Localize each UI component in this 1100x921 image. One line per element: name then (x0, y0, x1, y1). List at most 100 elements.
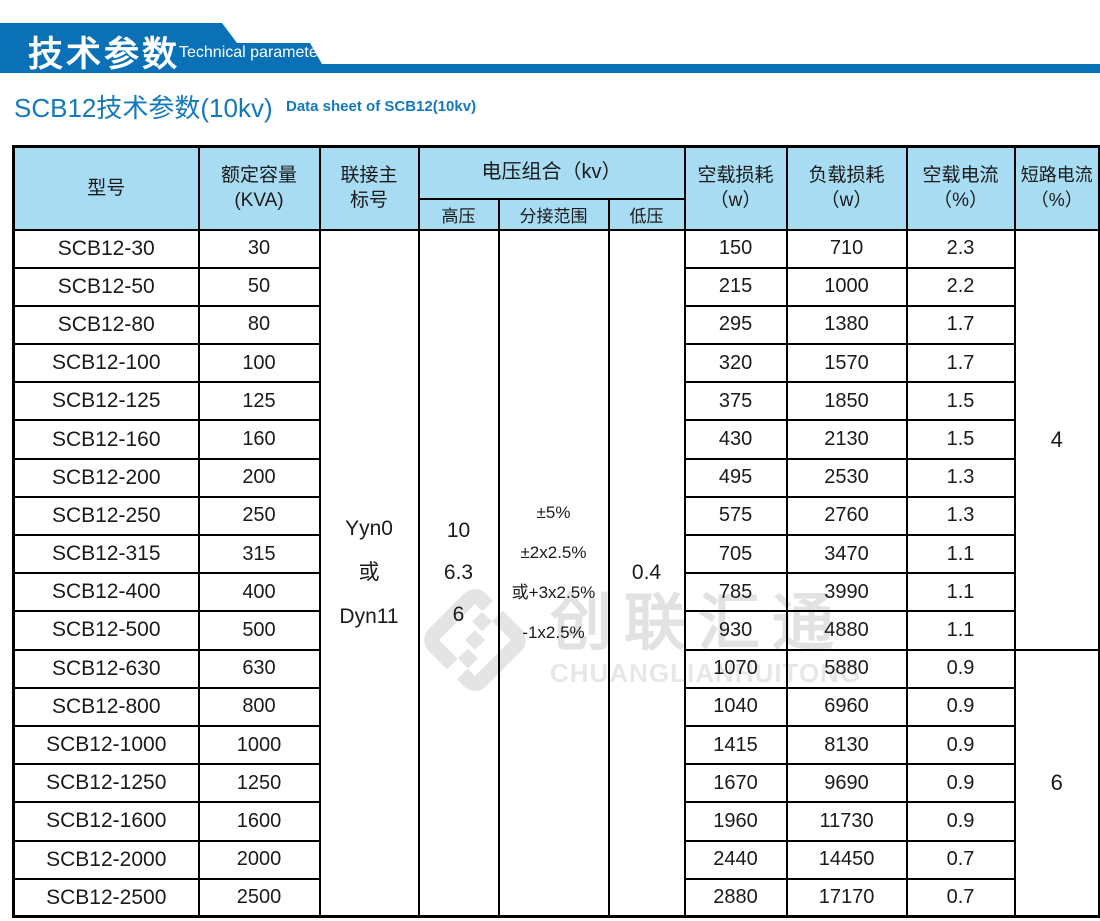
cell-load-loss: 14450 (785, 839, 908, 880)
cell-no-load-loss: 785 (683, 572, 788, 613)
cell-model: SCB12-400 (12, 572, 200, 613)
cell-model: SCB12-250 (12, 495, 200, 537)
header-short-circuit-current: 短路电流 （%） (1013, 145, 1100, 231)
cell-no-load-current: 1.1 (905, 533, 1016, 575)
cell-no-load-loss: 575 (683, 495, 788, 537)
cell-model: SCB12-80 (12, 304, 200, 346)
banner-title: 技术参数 (28, 35, 181, 74)
cell-no-load-loss: 1670 (683, 763, 788, 804)
table-row: SCB12-1000 1000 1415 8130 0.9 (12, 724, 1100, 766)
cell-lv: 0.4 (607, 228, 686, 918)
spec-table-body: SCB12-30 30 Yyn0 或 Dyn11 10 6.3 6 ±5% ±2x2.5% 或+3x… (12, 228, 1100, 918)
header-no-load-loss: 空载损耗 （w） (683, 145, 788, 231)
cell-no-load-loss: 215 (683, 266, 788, 307)
header-model: 型号 (12, 145, 200, 231)
cell-no-load-current: 1.3 (905, 457, 1016, 498)
header-tap-range: 分接范围 (497, 197, 610, 231)
table-row: SCB12-200 200 495 2530 1.3 (12, 457, 1100, 498)
cell-no-load-current: 0.9 (905, 801, 1016, 842)
table-row: SCB12-30 30 Yyn0 或 Dyn11 10 6.3 6 ±5% ±2x2.5% 或+3x… (12, 228, 1100, 918)
cell-model: SCB12-1250 (12, 763, 200, 804)
table-row: SCB12-1250 1250 1670 9690 0.9 (12, 763, 1100, 804)
table-row: SCB12-800 800 1040 6960 0.9 (12, 686, 1100, 727)
table-row: SCB12-125 125 375 1850 1.5 (12, 381, 1100, 422)
cell-no-load-current: 1.1 (905, 610, 1016, 651)
cell-model: SCB12-160 (12, 419, 200, 460)
cell-kva: 1250 (197, 763, 321, 804)
table-row: SCB12-500 500 930 4880 1.1 (12, 610, 1100, 651)
cell-kva: 2500 (197, 877, 321, 918)
header-no-load-current: 空载电流 （%） (905, 145, 1016, 231)
banner-subtitle: Technical parameter (179, 44, 324, 61)
cell-model: SCB12-1000 (12, 724, 200, 766)
table-row: SCB12-1600 1600 1960 11730 0.9 (12, 801, 1100, 842)
cell-no-load-current: 1.3 (905, 495, 1016, 537)
table-row: SCB12-160 160 430 2130 1.5 (12, 419, 1100, 460)
cell-no-load-loss: 295 (683, 304, 788, 346)
spec-table: 型号 额定容量 (KVA) 联接主 标号 电压组合（kv） 空载损耗 (12, 145, 1100, 919)
spec-table-wrap: 型号 额定容量 (KVA) 联接主 标号 电压组合（kv） 空载损耗 (12, 145, 1100, 919)
table-row: SCB12-315 315 705 3470 1.1 (12, 533, 1100, 575)
cell-model: SCB12-100 (12, 343, 200, 384)
cell-short-circuit-current: 6 (1013, 648, 1100, 918)
cell-model: SCB12-1600 (12, 801, 200, 842)
cell-load-loss: 8130 (785, 724, 908, 766)
cell-vector-group-line: 或 (358, 560, 380, 584)
cell-load-loss: 1570 (785, 343, 908, 384)
cell-kva: 50 (197, 266, 321, 307)
cell-kva: 100 (197, 343, 321, 384)
cell-kva: 315 (197, 533, 321, 575)
cell-model: SCB12-2000 (12, 839, 200, 880)
cell-no-load-loss: 495 (683, 457, 788, 498)
cell-kva: 125 (197, 381, 321, 422)
cell-no-load-current: 0.7 (905, 839, 1016, 880)
cell-tap-range: ±5% ±2x2.5% 或+3x2.5% -1x2.5% (497, 228, 610, 918)
cell-load-loss: 2760 (785, 495, 908, 537)
cell-no-load-current: 2.3 (905, 228, 1016, 269)
cell-load-loss: 3990 (785, 572, 908, 613)
cell-kva: 200 (197, 457, 321, 498)
table-row: SCB12-50 50 215 1000 2.2 (12, 266, 1100, 307)
cell-hv: 10 6.3 6 (417, 228, 500, 918)
header-hv: 高压 (417, 197, 500, 231)
cell-model: SCB12-500 (12, 610, 200, 651)
cell-no-load-current: 2.2 (905, 266, 1016, 307)
cell-no-load-loss: 320 (683, 343, 788, 384)
cell-model: SCB12-800 (12, 686, 200, 727)
table-row: SCB12-250 250 575 2760 1.3 (12, 495, 1100, 537)
cell-model: SCB12-125 (12, 381, 200, 422)
cell-kva: 500 (197, 610, 321, 651)
cell-tap-range-line: ±2x2.5% (520, 542, 587, 562)
cell-no-load-loss: 1040 (683, 686, 788, 727)
cell-load-loss: 4880 (785, 610, 908, 651)
page-subtitle: Data sheet of SCB12(10kv) (286, 98, 477, 115)
cell-hv-line: 10 (446, 518, 471, 542)
cell-kva: 250 (197, 495, 321, 537)
cell-hv-line: 6 (452, 602, 465, 626)
cell-vector-group: Yyn0 或 Dyn11 (318, 228, 420, 918)
cell-load-loss: 9690 (785, 763, 908, 804)
table-row: SCB12-2000 2000 2440 14450 0.7 (12, 839, 1100, 880)
cell-kva: 630 (197, 648, 321, 689)
cell-kva: 30 (197, 228, 321, 269)
cell-load-loss: 2530 (785, 457, 908, 498)
table-row: SCB12-400 400 785 3990 1.1 (12, 572, 1100, 613)
cell-model: SCB12-630 (12, 648, 200, 689)
header-lv: 低压 (607, 197, 686, 231)
cell-no-load-loss: 930 (683, 610, 788, 651)
cell-model: SCB12-315 (12, 533, 200, 575)
cell-load-loss: 1850 (785, 381, 908, 422)
cell-tap-range-line: 或+3x2.5% (511, 582, 596, 602)
cell-no-load-loss: 150 (683, 228, 788, 269)
cell-load-loss: 17170 (785, 877, 908, 918)
cell-no-load-current: 1.5 (905, 381, 1016, 422)
cell-load-loss: 2130 (785, 419, 908, 460)
cell-load-loss: 1000 (785, 266, 908, 307)
cell-kva: 1000 (197, 724, 321, 766)
cell-short-circuit-current: 4 (1013, 228, 1100, 651)
cell-no-load-current: 0.9 (905, 763, 1016, 804)
cell-no-load-current: 0.9 (905, 686, 1016, 727)
header-vector-group: 联接主 标号 (318, 145, 420, 231)
cell-hv-line: 6.3 (443, 560, 474, 584)
